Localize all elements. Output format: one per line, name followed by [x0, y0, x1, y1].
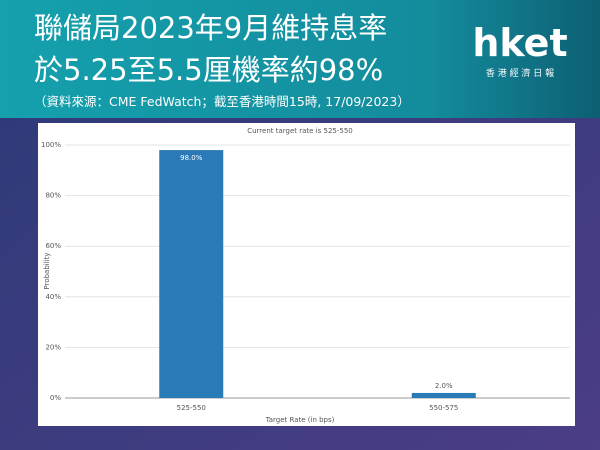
headline: 聯儲局2023年9月維持息率: [34, 11, 387, 45]
x-tick-label: 550-575: [429, 404, 458, 412]
bar: [411, 392, 476, 398]
y-axis-title: Probability: [43, 252, 51, 289]
y-tick-label: 60%: [45, 242, 61, 250]
chart-panel: [38, 123, 575, 426]
x-axis-title: Target Rate (in bps): [265, 416, 335, 424]
chart-title: Current target rate is 525-550: [247, 127, 353, 135]
header-band: [0, 0, 600, 118]
headline: 於5.25至5.5厘機率約98%: [34, 53, 383, 87]
source-note: （資料來源：CME FedWatch；截至香港時間15時, 17/09/2023…: [34, 94, 410, 109]
x-tick-label: 525-550: [177, 404, 206, 412]
logo-subtitle: 香 港 經 濟 日 報: [486, 67, 554, 79]
logo: hket: [472, 21, 567, 65]
bar-label: 98.0%: [180, 154, 203, 162]
y-tick-label: 40%: [45, 293, 61, 301]
bar: [159, 150, 224, 398]
y-tick-label: 20%: [45, 343, 61, 351]
y-tick-label: 0%: [50, 394, 61, 402]
y-tick-label: 100%: [41, 141, 61, 149]
bar-label: 2.0%: [435, 382, 453, 390]
plot: 0% 20% 40% 60% 80% 100% 525-550 98.0% 550-575 2.0…: [41, 141, 570, 412]
y-tick-label: 80%: [45, 192, 61, 200]
